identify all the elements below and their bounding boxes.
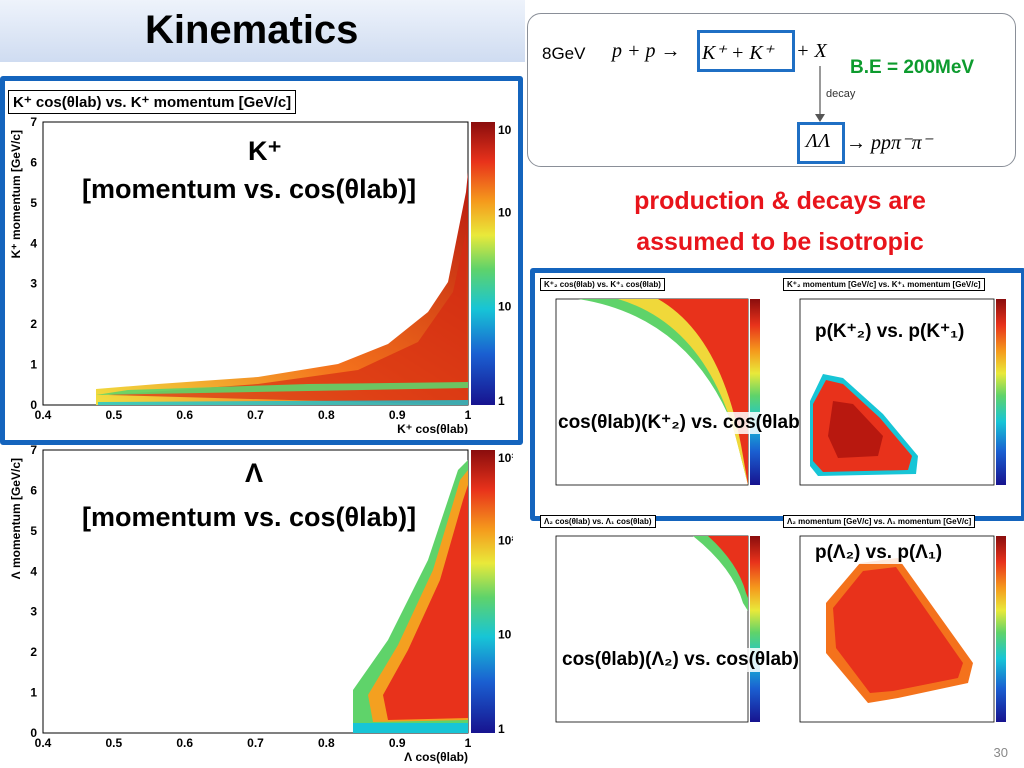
slide-title: Kinematics — [145, 8, 359, 52]
lambda-ylabel: Λ momentum [GeV/c] — [9, 458, 23, 579]
kcos-label: cos(θlab)(K⁺₂) vs. cos(θlab)(K⁺₁) — [558, 412, 851, 434]
reaction-box — [527, 13, 1016, 167]
kplus-xtick: 0.5 — [105, 408, 122, 422]
kplus-ytick: 4 — [30, 236, 37, 250]
kcos-legend: K⁺₂ cos(θlab) vs. K⁺₁ cos(θlab) — [540, 278, 665, 291]
kplus-ztick: 1 — [498, 394, 505, 408]
reaction-initial: p + p → — [612, 40, 681, 62]
reaction-lambdas: ΛΛ — [806, 130, 831, 152]
lambda-xtick: 0.5 — [105, 736, 122, 750]
reaction-x: + X — [796, 40, 827, 62]
lambda-desc-label: [momentum vs. cos(θlab)] — [82, 502, 417, 532]
kplus-ytick: 5 — [30, 196, 37, 210]
lambda-xtick: 0.4 — [35, 736, 52, 750]
lambda-ytick: 1 — [30, 686, 37, 700]
kpair-frame — [530, 268, 1024, 521]
lambda-ytick: 3 — [30, 605, 37, 619]
decay-arrow — [815, 66, 825, 122]
kplus-xtick: 0.4 — [35, 408, 52, 422]
kcos-plot — [555, 298, 760, 486]
lambda-xtick: 0.8 — [318, 736, 335, 750]
kplus-ztick: 10 — [498, 205, 512, 219]
lambda-ztick: 1 — [498, 722, 505, 736]
kplus-ytick: 3 — [30, 277, 37, 291]
kplus-ytick: 0 — [30, 398, 37, 412]
lcos-plot — [555, 535, 760, 723]
decay-label: decay — [826, 88, 856, 100]
kplus-desc-label: [momentum vs. cos(θlab)] — [82, 174, 417, 204]
lambda-ytick: 5 — [30, 524, 37, 538]
kplus-ytick: 1 — [30, 358, 37, 372]
reaction-final: → ppπ⁻π⁻ — [846, 132, 933, 154]
kplus-ytick: 6 — [30, 155, 37, 169]
kplus-ztick: 10 — [498, 300, 512, 314]
kmom-label: p(K⁺₂) vs. p(K⁺₁) — [815, 320, 965, 343]
lambda-xtick: 0.6 — [176, 736, 193, 750]
reaction-kaons: K⁺ + K⁺ — [702, 42, 774, 64]
lambda-ytick: 6 — [30, 483, 37, 497]
lambda-ztick: 10³ — [498, 451, 513, 465]
title-bar — [0, 0, 525, 62]
kaon-highlight — [697, 30, 795, 72]
lmom-plot — [799, 535, 1006, 723]
lambda-xlabel: Λ cos(θlab) — [404, 750, 468, 764]
lmom-legend: Λ₂ momentum [GeV/c] vs. Λ₁ momentum [GeV… — [783, 515, 976, 528]
lambda-ytick: 4 — [30, 564, 37, 578]
lambda-ytick: 7 — [30, 443, 37, 457]
lambda-xtick: 1 — [465, 736, 472, 750]
kplus-xtick: 0.9 — [389, 408, 406, 422]
lambda-ytick: 2 — [30, 645, 37, 659]
lambda-ztick: 10 — [498, 628, 512, 642]
binding-energy: B.E = 200MeV — [850, 57, 975, 78]
lambda-ytick: 0 — [30, 726, 37, 740]
kplus-ytick: 2 — [30, 317, 37, 331]
lambda-plot: 0.40.50.60.70.80.910123456711010²10³Λ co… — [9, 443, 513, 764]
kplus-particle-label: K⁺ — [248, 136, 282, 166]
lambda-particle-label: Λ — [245, 458, 264, 488]
kplus-legend: K⁺ cos(θlab) vs. K⁺ momentum [GeV/c] — [8, 90, 297, 114]
kplus-frame — [0, 76, 523, 445]
lambda-ztick: 10² — [498, 533, 513, 547]
kplus-ztick: 10 — [498, 123, 512, 137]
beam-energy: 8GeV — [542, 44, 586, 63]
kmom-legend: K⁺₂ momentum [GeV/c] vs. K⁺₁ momentum [G… — [783, 278, 985, 291]
kplus-ytick: 7 — [30, 115, 37, 129]
kplus-xlabel: K⁺ cos(θlab) — [397, 422, 468, 434]
lmom-label: p(Λ₂) vs. p(Λ₁) — [815, 542, 943, 564]
kplus-xtick: 0.6 — [176, 408, 193, 422]
note-line-2: assumed to be isotropic — [636, 228, 924, 256]
lambda-highlight — [797, 122, 845, 164]
lcos-legend: Λ₂ cos(θlab) vs. Λ₁ cos(θlab) — [540, 515, 656, 528]
page-number: 30 — [993, 745, 1008, 760]
kplus-xtick: 0.7 — [247, 408, 264, 422]
lambda-xtick: 0.9 — [389, 736, 406, 750]
lambda-xtick: 0.7 — [247, 736, 264, 750]
kplus-xtick: 0.8 — [318, 408, 335, 422]
lcos-label: cos(θlab)(Λ₂) vs. cos(θlab)(Λ₁) — [562, 648, 833, 672]
kplus-xtick: 1 — [465, 408, 472, 422]
note-line-1: production & decays are — [634, 187, 926, 215]
kplus-ylabel: K⁺ momentum [GeV/c] — [9, 130, 23, 258]
